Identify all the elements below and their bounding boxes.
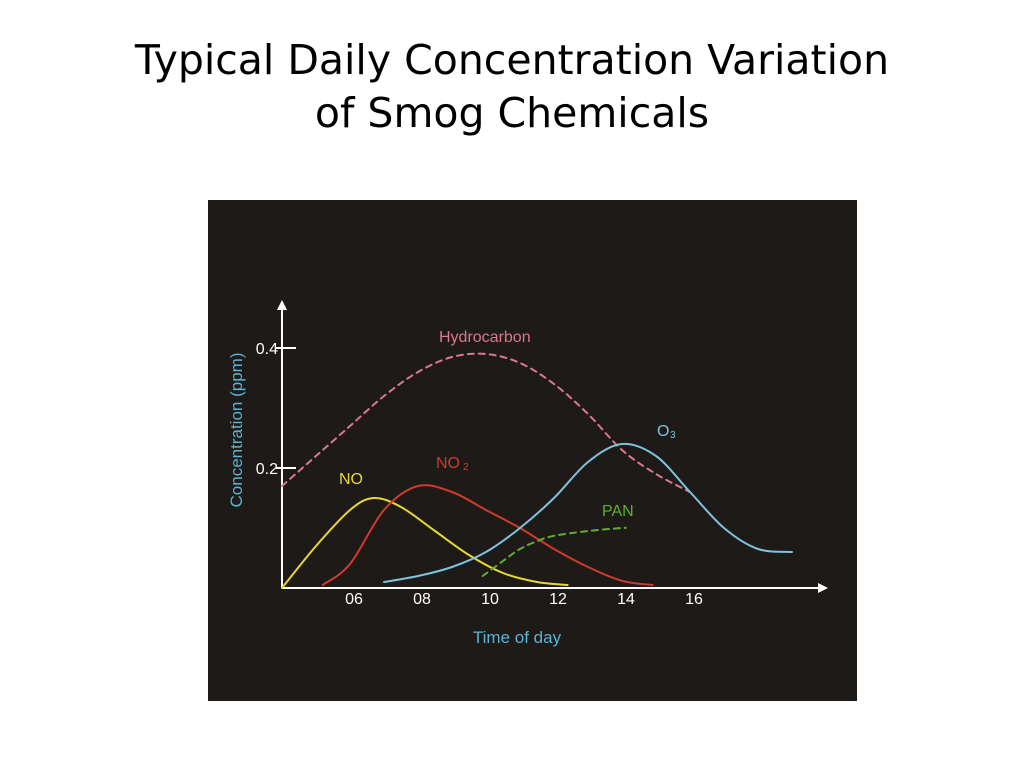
series-line-pan (481, 526, 627, 577)
x-tick-label: 14 (617, 591, 635, 608)
y-axis-arrow (277, 300, 287, 310)
label-no: NO (339, 471, 363, 488)
line-chart: 0.2 0.4 06 08 10 12 14 16 Time of day Concentrati… (227, 300, 828, 647)
x-tick-label: 08 (413, 591, 431, 608)
x-tick-label: 16 (685, 591, 703, 608)
x-axis-title: Time of day (473, 628, 562, 647)
x-axis-arrow (818, 583, 828, 593)
series-line-no2 (321, 484, 654, 586)
chart-text: 0.2 0.4 06 08 10 12 14 16 Time of day Concentrati… (227, 329, 703, 647)
label-no2-subscript: 2 (463, 462, 469, 473)
y-tick-label: 0.4 (256, 341, 278, 358)
label-o3: O (657, 423, 669, 440)
slide-title-line-1: Typical Daily Concentration Variation (134, 36, 890, 84)
y-axis-title: Concentration (ppm) (227, 353, 246, 508)
label-hydrocarbon: Hydrocarbon (439, 329, 531, 346)
series-line-o3 (383, 442, 793, 583)
axes (276, 300, 828, 593)
label-o3-subscript: 3 (670, 430, 676, 441)
x-tick-label: 12 (549, 591, 567, 608)
series-line-no (281, 496, 569, 589)
series-lines (281, 352, 793, 589)
label-no2: NO (436, 455, 460, 472)
chart-panel: 0.2 0.4 06 08 10 12 14 16 Time of day Concentrati… (208, 200, 857, 701)
y-tick-label: 0.2 (256, 461, 278, 478)
series-line-hydrocarbon (281, 352, 691, 493)
label-pan: PAN (602, 503, 634, 520)
x-tick-label: 06 (345, 591, 363, 608)
x-tick-label: 10 (481, 591, 499, 608)
slide-title: Typical Daily Concentration Variation of… (0, 34, 1024, 140)
slide-title-line-2: of Smog Chemicals (314, 89, 710, 137)
